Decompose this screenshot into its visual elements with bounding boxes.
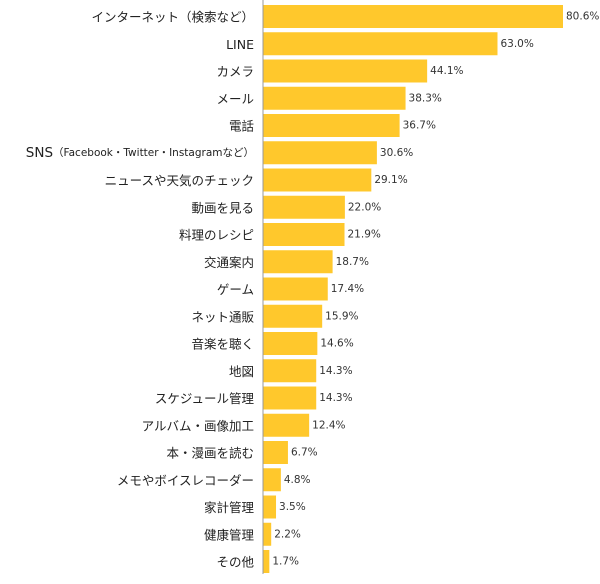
bar-17 [263, 468, 281, 492]
category-label-17: メモやボイスレコーダー [117, 472, 254, 487]
value-label-3: 38.3% [409, 92, 442, 104]
category-label-suffix: （Facebook・Twitter・Instagramなど） [53, 147, 254, 159]
category-label-text: ネット通販 [191, 309, 254, 324]
category-label-text: インターネット（検索など） [91, 9, 254, 24]
category-label-8: 料理のレシピ [179, 227, 254, 242]
value-label-13: 14.3% [319, 365, 352, 377]
category-label-text: SNS [26, 145, 53, 161]
bar-3 [263, 86, 406, 110]
category-label-4: 電話 [229, 118, 254, 133]
category-label-text: 動画を見る [191, 200, 254, 215]
value-label-6: 29.1% [374, 174, 407, 186]
category-label-16: 本・漫画を読む [166, 445, 254, 460]
bar-14 [263, 386, 317, 410]
category-label-text: ゲーム [217, 282, 254, 297]
bar-19 [263, 522, 272, 546]
bar-5 [263, 141, 377, 165]
category-label-text: 電話 [229, 118, 254, 133]
category-label-9: 交通案内 [204, 254, 254, 269]
category-label-11: ネット通販 [191, 309, 254, 324]
value-label-16: 6.7% [291, 447, 318, 459]
value-label-5: 30.6% [380, 147, 413, 159]
bar-18 [263, 495, 277, 519]
category-label-text: ニュースや天気のチェック [105, 173, 254, 188]
value-label-0: 80.6% [566, 11, 599, 23]
category-label-20: その他 [216, 554, 254, 569]
bar-20 [263, 550, 270, 573]
value-label-15: 12.4% [312, 419, 345, 431]
bar-7 [263, 195, 345, 219]
bar-4 [263, 114, 400, 137]
value-label-20: 1.7% [272, 556, 299, 568]
category-label-14: スケジュール管理 [155, 391, 255, 406]
value-labels: 80.6% 63.0% 44.1% 38.3% 36.7% 30.6% 29.1% 22.0%… [272, 11, 599, 568]
value-label-2: 44.1% [430, 65, 463, 77]
value-label-18: 3.5% [279, 501, 306, 513]
category-label-10: ゲーム [217, 282, 254, 297]
bar-11 [263, 304, 323, 328]
bar-15 [263, 413, 310, 437]
category-label-text: メモやボイスレコーダー [117, 472, 254, 487]
category-label-13: 地図 [229, 363, 254, 378]
value-label-11: 15.9% [325, 310, 358, 322]
category-label-0: インターネット（検索など） [91, 9, 254, 24]
bar-12 [263, 332, 318, 355]
category-label-text: 健康管理 [204, 527, 255, 542]
value-label-10: 17.4% [331, 283, 364, 295]
bar-6 [263, 168, 372, 192]
bars-layer [263, 5, 563, 573]
bar-10 [263, 277, 328, 301]
value-label-8: 21.9% [348, 229, 381, 241]
value-label-19: 2.2% [274, 528, 301, 540]
category-label-text: メール [216, 91, 254, 106]
category-label-15: アルバム・画像加工 [142, 418, 254, 433]
category-label-text: 家計管理 [204, 500, 255, 515]
category-label-19: 健康管理 [204, 527, 255, 542]
category-label-text: アルバム・画像加工 [142, 418, 254, 433]
value-label-14: 14.3% [319, 392, 352, 404]
category-label-text: カメラ [216, 64, 254, 79]
category-label-3: メール [216, 91, 254, 106]
category-label-7: 動画を見る [191, 200, 254, 215]
category-label-6: ニュースや天気のチェック [105, 173, 254, 188]
value-label-1: 63.0% [500, 38, 533, 50]
category-label-text: 音楽を聴く [191, 336, 254, 351]
bar-8 [263, 223, 345, 246]
category-label-12: 音楽を聴く [191, 336, 254, 351]
category-label-2: カメラ [216, 64, 254, 79]
category-label-text: その他 [216, 554, 254, 569]
category-label-1: LINE [226, 36, 254, 51]
category-label-text: LINE [226, 36, 254, 51]
value-label-17: 4.8% [284, 474, 311, 486]
category-label-5: SNS（Facebook・Twitter・Instagramなど） [26, 145, 254, 161]
value-label-12: 14.6% [320, 338, 353, 350]
value-label-9: 18.7% [336, 256, 369, 268]
bar-0 [263, 5, 563, 28]
value-label-4: 36.7% [403, 120, 436, 132]
bar-1 [263, 32, 498, 56]
bar-9 [263, 250, 333, 274]
bar-2 [263, 59, 428, 83]
category-label-text: 交通案内 [204, 254, 254, 269]
category-label-text: 料理のレシピ [179, 227, 254, 242]
bar-16 [263, 441, 288, 464]
bar-13 [263, 359, 317, 383]
category-label-text: 地図 [229, 363, 254, 378]
value-label-7: 22.0% [348, 201, 381, 213]
category-label-18: 家計管理 [204, 500, 255, 515]
category-label-text: 本・漫画を読む [166, 445, 254, 460]
category-label-text: スケジュール管理 [155, 391, 255, 406]
